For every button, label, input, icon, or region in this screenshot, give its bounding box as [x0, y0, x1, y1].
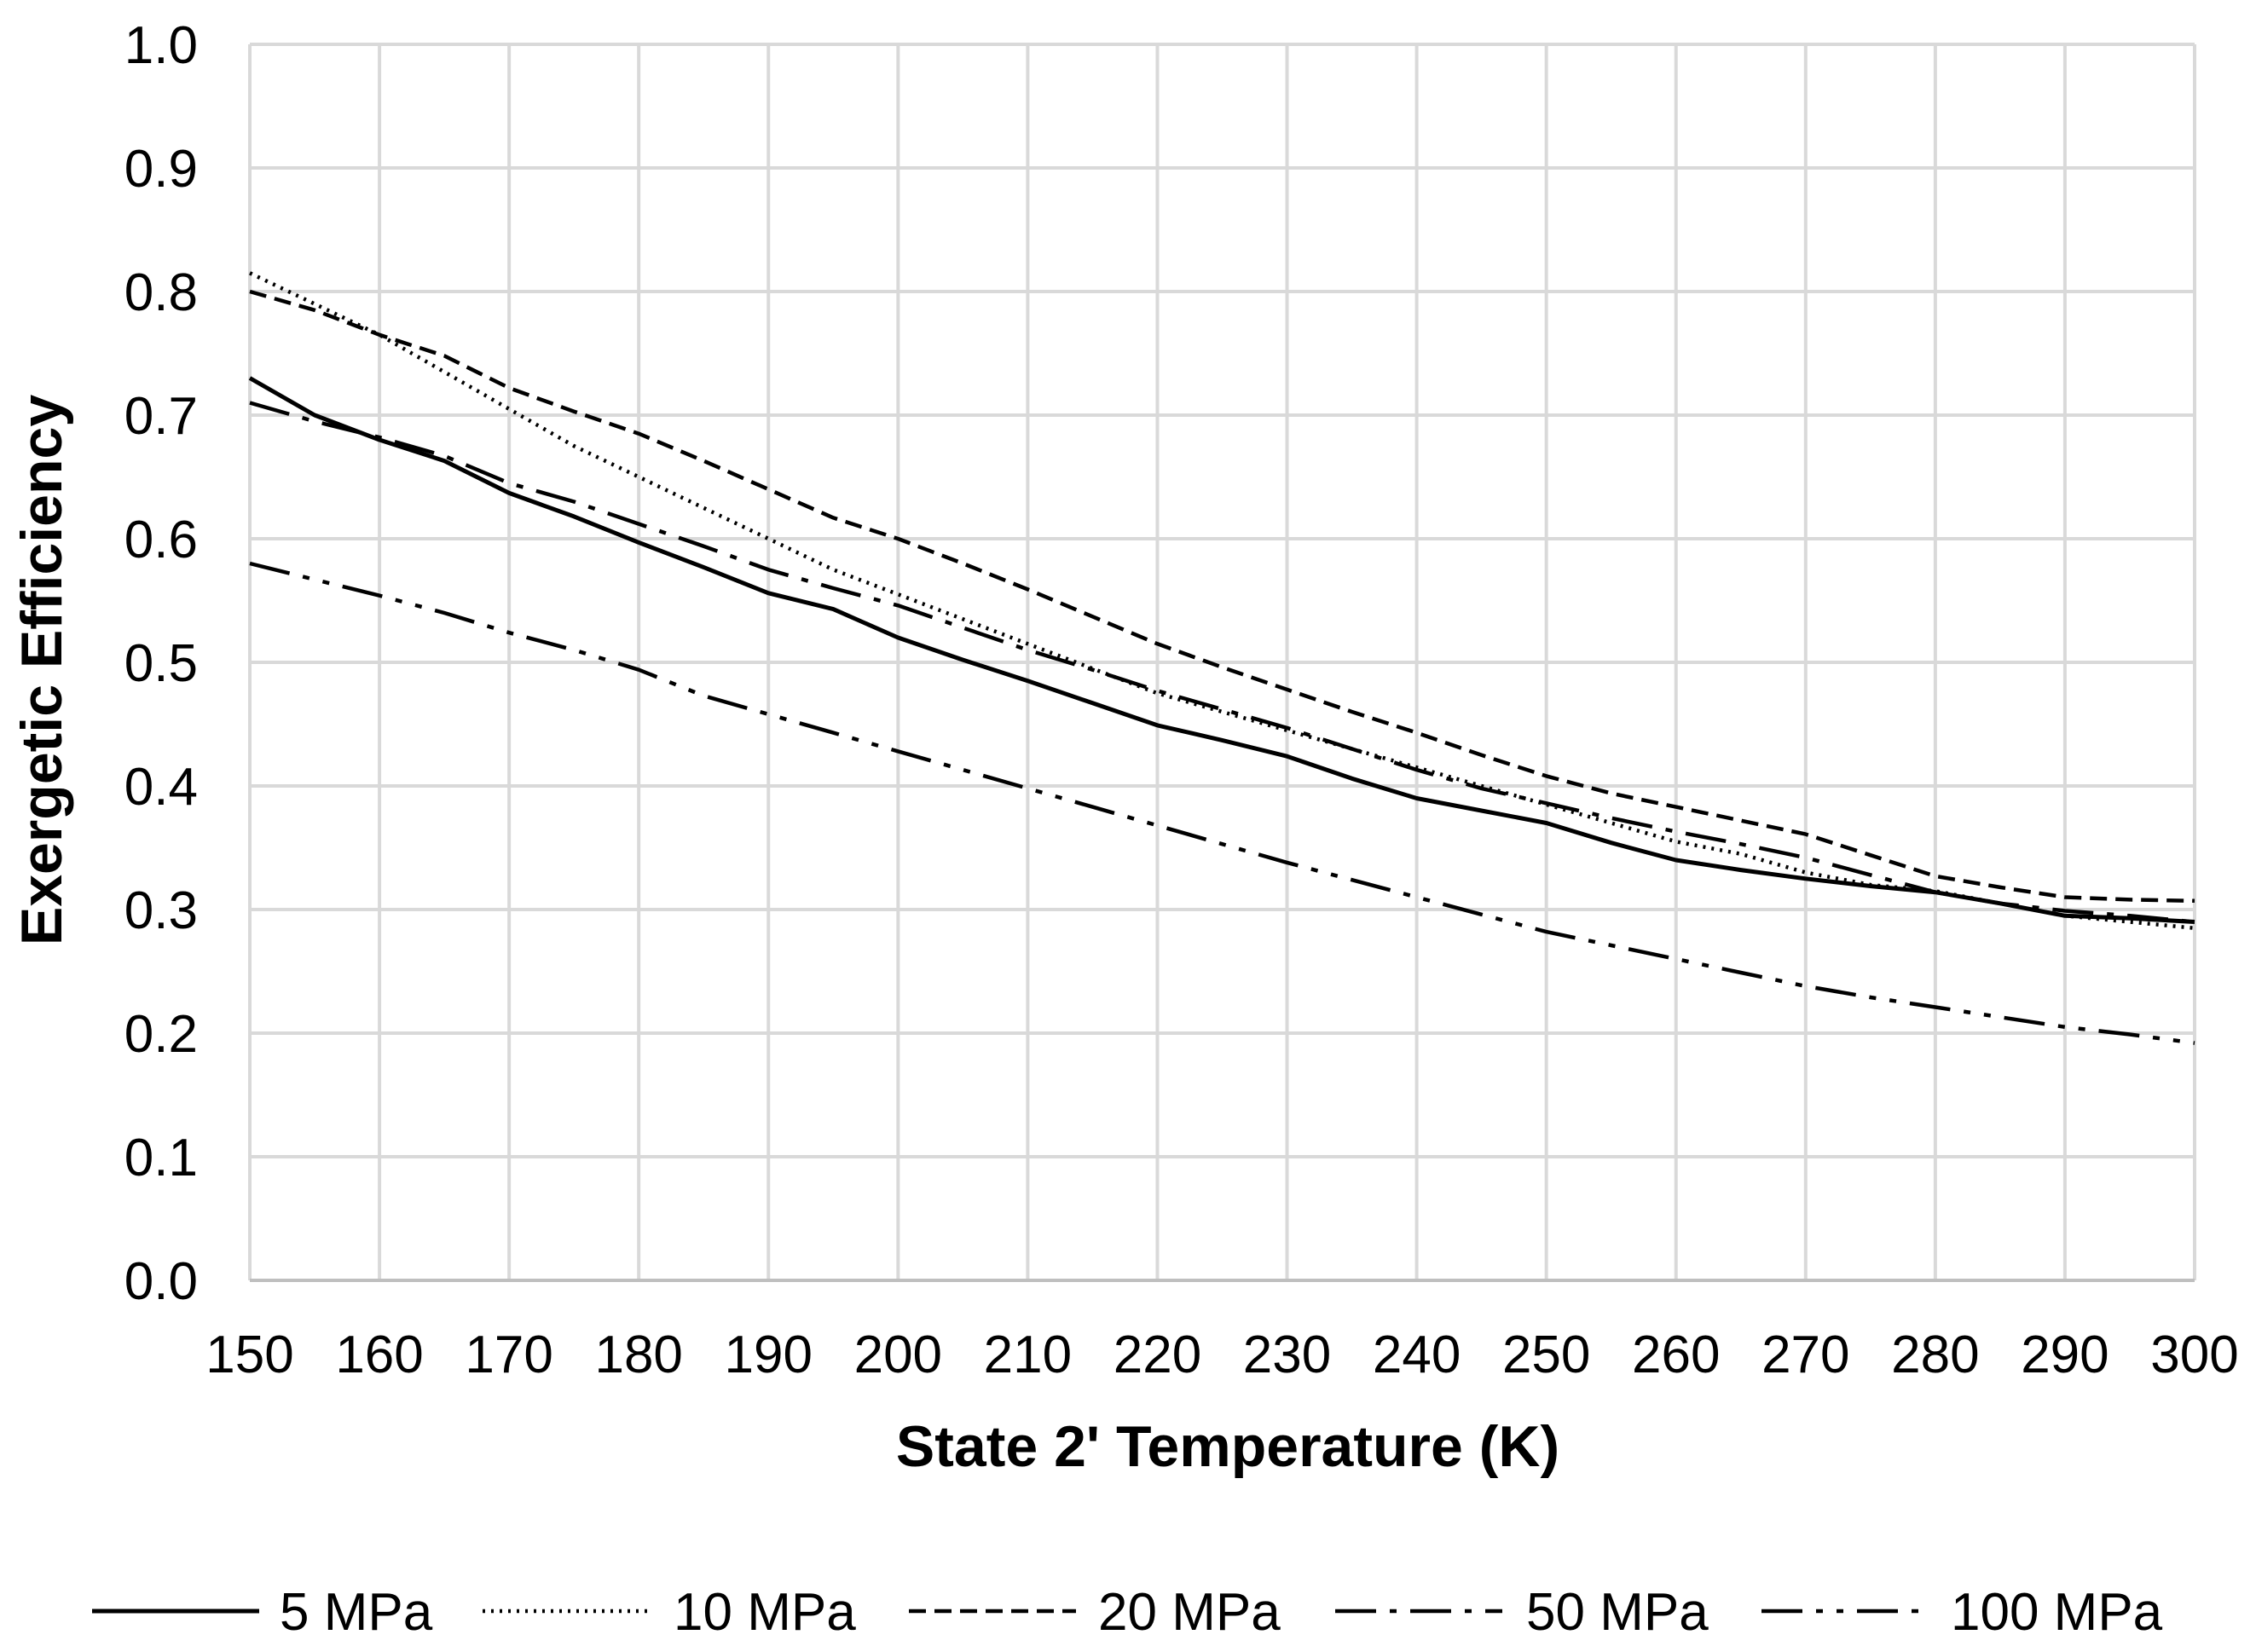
y-tick-label: 0.6 — [124, 511, 198, 569]
x-tick-labels: 150 160 170 180 190 200 210 220 230 240 250 260 270 2… — [205, 1326, 2238, 1384]
x-tick-label: 200 — [854, 1326, 942, 1384]
x-tick-label: 150 — [205, 1326, 293, 1384]
x-tick-label: 210 — [984, 1326, 1072, 1384]
y-axis-title: Exergetic Efficiency — [9, 395, 74, 945]
y-tick-label: 0.9 — [124, 140, 198, 199]
series-line-5-mpa — [248, 376, 2195, 924]
series-line-50-mpa — [249, 401, 2195, 924]
legend-label: 20 MPa — [1098, 1583, 1281, 1642]
x-tick-label: 190 — [725, 1326, 813, 1384]
series-lines — [248, 271, 2195, 1045]
y-tick-label: 0.8 — [124, 263, 198, 322]
legend-label: 10 MPa — [674, 1583, 856, 1642]
legend-label: 100 MPa — [1951, 1583, 2163, 1642]
legend: 5 MPa 10 MPa 20 MPa 50 MPa 100 MPa — [92, 1583, 2163, 1642]
y-tick-label: 0.4 — [124, 758, 198, 817]
legend-label: 5 MPa — [280, 1583, 433, 1642]
x-tick-label: 180 — [594, 1326, 682, 1384]
x-tick-label: 260 — [1632, 1326, 1720, 1384]
x-tick-label: 280 — [1891, 1326, 1979, 1384]
series-line-10-mpa — [249, 271, 2195, 931]
y-tick-label: 0.1 — [124, 1129, 198, 1187]
y-tick-label: 0.7 — [124, 387, 198, 446]
series-line-100-mpa — [249, 561, 2195, 1045]
y-tick-labels: 0.0 0.1 0.2 0.3 0.4 0.5 0.6 0.7 0.8 0.9 1.0 — [124, 16, 198, 1311]
series-line-20-mpa — [249, 289, 2195, 904]
x-tick-label: 270 — [1761, 1326, 1849, 1384]
gridlines — [248, 43, 2196, 1282]
x-tick-label: 170 — [465, 1326, 552, 1384]
x-axis-title: State 2' Temperature (K) — [896, 1414, 1559, 1479]
x-tick-label: 160 — [335, 1326, 423, 1384]
x-tick-label: 240 — [1373, 1326, 1461, 1384]
x-tick-label: 250 — [1502, 1326, 1590, 1384]
y-tick-label: 0.5 — [124, 634, 198, 693]
legend-label: 50 MPa — [1526, 1583, 1709, 1642]
x-tick-label: 300 — [2150, 1326, 2238, 1384]
y-tick-label: 0.3 — [124, 881, 198, 940]
y-tick-label: 0.2 — [124, 1005, 198, 1064]
x-tick-label: 230 — [1243, 1326, 1331, 1384]
y-tick-label: 0.0 — [124, 1252, 198, 1311]
x-tick-label: 290 — [2021, 1326, 2108, 1384]
x-tick-label: 220 — [1114, 1326, 1201, 1384]
y-tick-label: 1.0 — [124, 16, 198, 75]
